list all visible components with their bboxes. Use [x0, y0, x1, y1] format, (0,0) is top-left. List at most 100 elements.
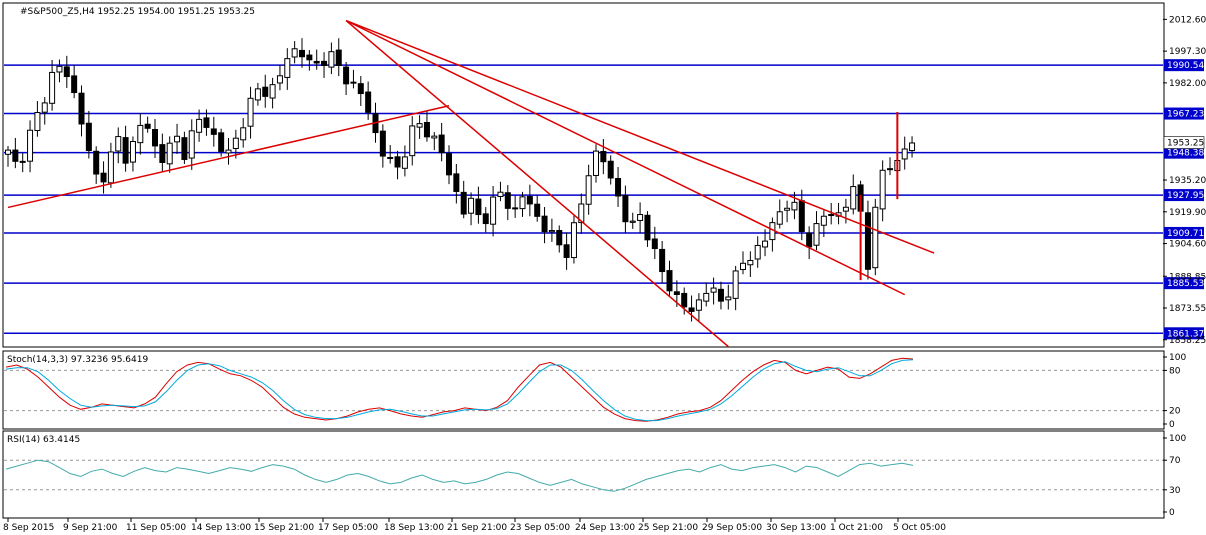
indicator-line — [5, 357, 914, 422]
candle-body — [5, 149, 11, 155]
candle-body — [887, 168, 893, 171]
candle-body — [350, 81, 357, 84]
candle-body — [78, 92, 85, 125]
candle-body — [166, 142, 173, 165]
level-label-bg — [1164, 189, 1204, 202]
candle-body — [254, 88, 261, 101]
price-axis: 2012.60 1997.30 1982.00 1935.20 1919.90 1904.… — [1163, 15, 1206, 346]
stoch-panel-frame — [2, 350, 1165, 430]
candle-body — [504, 192, 511, 209]
level-label-bg — [1164, 327, 1204, 340]
candle-body — [409, 125, 416, 157]
time-tick-label: 23 Sep 05:00 — [510, 523, 570, 533]
candle-body — [137, 124, 144, 144]
candle-body — [806, 232, 813, 248]
candle-body — [570, 222, 577, 259]
candle-body — [19, 160, 26, 163]
candle-body — [519, 196, 526, 210]
candle-body — [365, 91, 372, 113]
candle-body — [34, 112, 41, 131]
candle-body — [666, 270, 673, 292]
candle-body — [747, 259, 754, 266]
price-tick-label: 1888.85 — [1169, 272, 1206, 282]
candle-body — [71, 75, 78, 94]
candle-body — [740, 262, 746, 271]
candle-body — [872, 206, 879, 269]
candle-body — [144, 123, 151, 129]
candle-body — [379, 130, 386, 157]
candle-body — [482, 213, 489, 225]
candle-body — [673, 291, 680, 295]
candle-body — [122, 137, 129, 164]
time-tick-label: 21 Sep 21:00 — [447, 523, 507, 533]
candle-body — [879, 169, 886, 210]
main-panel-frame — [2, 2, 1165, 348]
candle-body — [659, 248, 666, 273]
time-tick-label: 14 Sep 13:00 — [191, 523, 251, 533]
candle-body — [762, 240, 769, 248]
price-tick-label: 2012.60 — [1169, 15, 1206, 25]
price-tick-label: 1873.55 — [1169, 304, 1206, 314]
trend-line — [7, 104, 450, 209]
indicator-tick-label: 0 — [1169, 420, 1175, 430]
indicator-tick-label: 20 — [1169, 407, 1181, 417]
horizontal-levels: 1990.54 1967.23 1948.38 1927.95 1909.71 1885.… — [4, 59, 1204, 340]
candle-body — [512, 207, 519, 210]
candle-body — [615, 177, 622, 197]
candle-body — [820, 215, 827, 226]
indicator-tick-label: 0 — [1169, 508, 1175, 518]
candle-body — [27, 129, 34, 162]
candle-body — [556, 229, 563, 246]
candle-body — [710, 287, 717, 293]
level-label: 1861.37 — [1167, 329, 1204, 339]
candle-body — [284, 58, 291, 78]
candle-body — [12, 149, 19, 162]
candle-body — [423, 121, 430, 138]
time-tick-label: 8 Sep 2015 — [3, 523, 54, 533]
candle-body — [541, 215, 548, 233]
candle-body — [864, 212, 871, 270]
candle-body — [159, 144, 166, 164]
candle-body — [784, 207, 791, 211]
candle-body — [593, 150, 599, 176]
candle-body — [240, 127, 247, 141]
rsi-panel-frame — [2, 430, 1165, 519]
candle-body — [842, 206, 849, 212]
candle-body — [651, 238, 658, 250]
candle-body — [468, 197, 475, 214]
candle-body — [152, 129, 158, 147]
candle-body — [725, 296, 732, 301]
candle-body — [637, 214, 644, 221]
candle-body — [460, 191, 467, 215]
candle-body — [299, 49, 305, 58]
level-label: 1948.38 — [1167, 149, 1204, 159]
candle-body — [174, 135, 181, 143]
candle-body — [828, 214, 835, 217]
level-label: 1927.95 — [1167, 191, 1204, 201]
candle-body — [431, 135, 438, 139]
candle-body — [585, 175, 592, 205]
time-tick-label: 25 Sep 21:00 — [638, 523, 698, 533]
candle-body — [313, 60, 320, 64]
candle-body — [232, 137, 239, 150]
level-label-bg — [1164, 146, 1204, 159]
candle-body — [798, 200, 805, 232]
candle-body — [622, 194, 629, 223]
candle-body — [49, 71, 56, 104]
trend-line — [345, 20, 729, 348]
time-tick-label: 30 Sep 13:00 — [766, 523, 826, 533]
time-tick-label: 1 Oct 21:00 — [830, 523, 883, 533]
candle-body — [247, 97, 254, 127]
candle-body — [276, 75, 283, 84]
indicator-line — [5, 359, 914, 422]
candle-body — [534, 203, 541, 217]
candle-body — [85, 122, 92, 151]
candle-body — [909, 142, 916, 152]
indicator-tick-label: 80 — [1169, 366, 1181, 376]
candle-body — [394, 156, 401, 168]
indicator-tick-label: 30 — [1169, 486, 1181, 496]
candle-body — [695, 299, 702, 311]
chart-title: #S&P500_Z5,H4 1952.25 1954.00 1951.25 19… — [20, 7, 255, 17]
level-label-bg — [1164, 59, 1204, 72]
candle-body — [681, 292, 688, 308]
